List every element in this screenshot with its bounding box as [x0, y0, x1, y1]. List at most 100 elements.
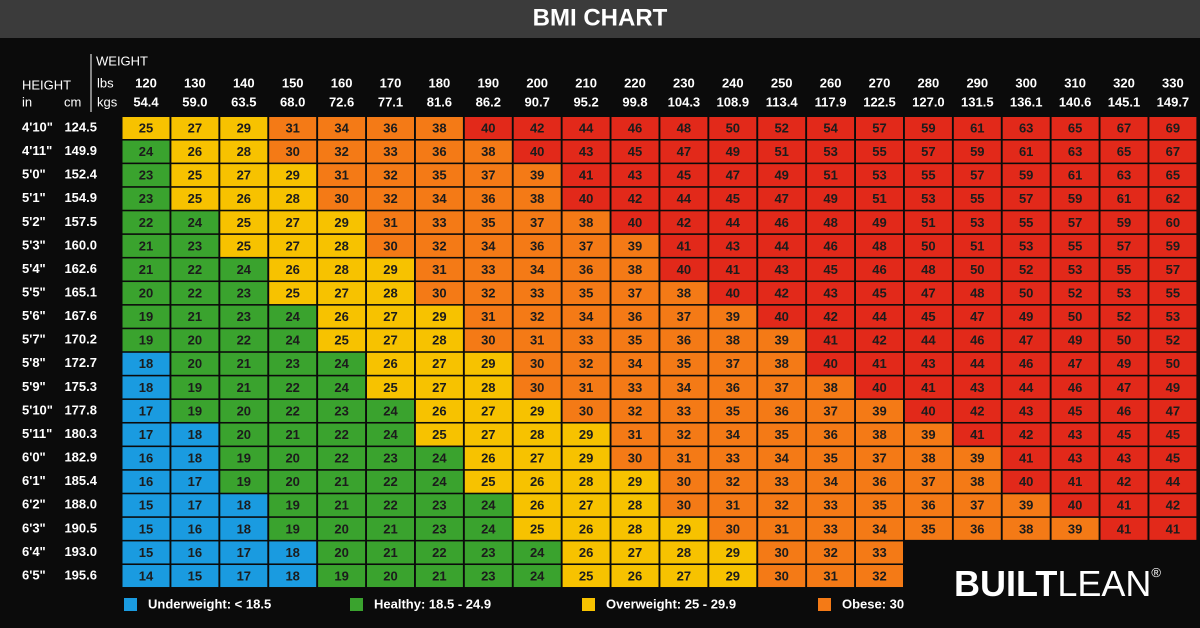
bmi-cell — [904, 187, 952, 210]
bmi-value: 67 — [1117, 120, 1131, 135]
bmi-value: 38 — [579, 215, 593, 230]
bmi-value: 35 — [579, 285, 593, 300]
bmi-cell — [904, 470, 952, 493]
bmi-cell — [513, 376, 561, 399]
bmi-cell — [611, 423, 659, 446]
bmi-value: 63 — [1068, 144, 1082, 159]
bmi-cell — [269, 470, 317, 493]
kgs-header: 90.7 — [525, 94, 550, 109]
bmi-cell — [1149, 211, 1197, 234]
bmi-cell — [1002, 447, 1050, 470]
lbs-header: 290 — [966, 75, 988, 90]
kgs-header: 122.5 — [863, 94, 896, 109]
bmi-cell — [513, 423, 561, 446]
bmi-value: 42 — [1166, 498, 1180, 513]
bmi-value: 31 — [579, 380, 593, 395]
bmi-value: 40 — [921, 403, 935, 418]
bmi-value: 43 — [823, 285, 837, 300]
bmi-value: 36 — [530, 238, 544, 253]
bmi-value: 18 — [188, 451, 202, 466]
bmi-cell — [758, 565, 806, 588]
bmi-value: 25 — [481, 474, 495, 489]
bmi-value: 30 — [774, 568, 788, 583]
bmi-value: 61 — [1019, 144, 1033, 159]
bmi-value: 41 — [1019, 451, 1033, 466]
bmi-cell — [220, 117, 268, 139]
bmi-value: 26 — [432, 403, 446, 418]
bmi-value: 18 — [188, 427, 202, 442]
bmi-value: 43 — [1117, 451, 1131, 466]
bmi-cell — [464, 282, 512, 305]
bmi-cell — [611, 140, 659, 163]
bmi-value: 28 — [285, 191, 299, 206]
bmi-cell — [953, 164, 1001, 187]
bmi-value: 27 — [432, 380, 446, 395]
bmi-cell — [220, 517, 268, 540]
bmi-cell — [318, 329, 366, 352]
bmi-value: 50 — [1117, 333, 1131, 348]
kgs-header: 136.1 — [1010, 94, 1043, 109]
bmi-cell — [464, 117, 512, 139]
bmi-value: 27 — [481, 403, 495, 418]
bmi-value: 50 — [1166, 356, 1180, 371]
bmi-cell — [1100, 305, 1148, 328]
bmi-value: 15 — [139, 545, 153, 560]
bmi-value: 48 — [677, 120, 691, 135]
bmi-value: 40 — [726, 285, 740, 300]
bmi-value: 28 — [334, 262, 348, 277]
bmi-value: 53 — [1166, 309, 1180, 324]
bmi-value: 20 — [334, 545, 348, 560]
bmi-value: 16 — [139, 474, 153, 489]
bmi-value: 36 — [970, 521, 984, 536]
bmi-cell — [758, 376, 806, 399]
bmi-value: 26 — [188, 144, 202, 159]
bmi-cell — [807, 211, 855, 234]
bmi-value: 32 — [726, 474, 740, 489]
lbs-header: 240 — [722, 75, 744, 90]
bmi-cell — [513, 565, 561, 588]
bmi-cell — [611, 565, 659, 588]
bmi-cell — [1100, 117, 1148, 139]
in-label: in — [22, 94, 32, 109]
bmi-cell — [904, 399, 952, 422]
bmi-value: 27 — [383, 309, 397, 324]
bmi-value: 24 — [383, 403, 398, 418]
bmi-cell — [1149, 234, 1197, 257]
bmi-value: 40 — [677, 262, 691, 277]
bmi-value: 18 — [285, 568, 299, 583]
bmi-value: 55 — [1068, 238, 1082, 253]
bmi-value: 26 — [579, 545, 593, 560]
bmi-cell — [660, 305, 708, 328]
bmi-value: 30 — [383, 238, 397, 253]
bmi-cell — [660, 423, 708, 446]
bmi-cell — [513, 282, 561, 305]
bmi-cell — [367, 470, 414, 493]
bmi-value: 32 — [774, 498, 788, 513]
bmi-value: 61 — [970, 120, 984, 135]
bmi-cell — [220, 164, 268, 187]
bmi-value: 29 — [383, 262, 397, 277]
bmi-cell — [856, 234, 903, 257]
bmi-value: 57 — [872, 120, 886, 135]
bmi-value: 16 — [139, 451, 153, 466]
bmi-value: 38 — [872, 427, 886, 442]
bmi-value: 46 — [970, 333, 984, 348]
bmi-value: 33 — [481, 262, 495, 277]
bmi-value: 54 — [823, 120, 838, 135]
bmi-value: 28 — [383, 285, 397, 300]
lbs-header: 320 — [1113, 75, 1135, 90]
bmi-cell — [367, 329, 414, 352]
bmi-value: 24 — [530, 568, 545, 583]
bmi-cell — [269, 258, 317, 281]
bmi-value: 36 — [921, 498, 935, 513]
bmi-value: 55 — [921, 168, 935, 183]
bmi-cell — [415, 423, 463, 446]
bmi-cell — [904, 517, 952, 540]
bmi-cell — [856, 329, 903, 352]
bmi-value: 52 — [1068, 285, 1082, 300]
bmi-cell — [464, 494, 512, 517]
bmi-value: 24 — [432, 474, 447, 489]
bmi-value: 47 — [1166, 403, 1180, 418]
bmi-cell — [318, 376, 366, 399]
bmi-value: 26 — [530, 474, 544, 489]
